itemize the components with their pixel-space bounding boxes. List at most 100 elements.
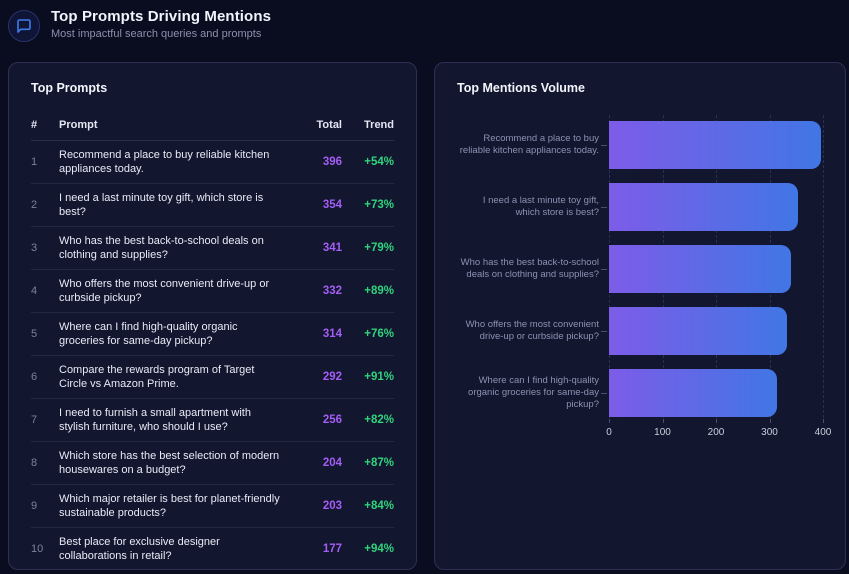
table-row[interactable]: 3 Who has the best back-to-school deals o…	[31, 227, 394, 270]
bar-value-4[interactable]	[609, 307, 787, 355]
chart-bar-row: I need a last minute toy gift, which sto…	[457, 183, 823, 231]
chart-x-axis: 0 100 200 300 400	[606, 419, 831, 443]
table-header-row: # Prompt Total Trend	[31, 119, 394, 141]
chart-bar-row: Who has the best back-to-school deals on…	[457, 245, 823, 293]
row-total: 396	[322, 156, 342, 168]
table-row[interactable]: 1 Recommend a place to buy reliable kitch…	[31, 141, 394, 184]
chart-bar-row: Where can I find high-quality organic gr…	[457, 369, 823, 417]
top-prompts-card-title: Top Prompts	[31, 81, 108, 95]
row-rank: 5	[31, 328, 38, 340]
axis-tick-label-200: 200	[707, 427, 725, 438]
table-row[interactable]: 10 Best place for exclusive designer coll…	[31, 528, 394, 569]
row-total: 341	[322, 242, 342, 254]
bar-category-label: Where can I find high-quality organic gr…	[468, 375, 599, 410]
chat-bubble-icon	[8, 10, 40, 42]
row-prompt: Who offers the most convenient drive-up …	[59, 278, 270, 304]
row-total: 204	[322, 457, 342, 469]
row-total: 292	[322, 371, 342, 383]
row-trend: +87%	[364, 457, 394, 469]
axis-tickmark-300	[769, 419, 771, 423]
bar-category-label: Who offers the most convenient drive-up …	[465, 319, 599, 342]
page-header: Top Prompts Driving Mentions Most impact…	[0, 0, 849, 62]
column-header-total: Total	[316, 119, 342, 131]
row-trend: +94%	[364, 543, 394, 555]
main-content: Top Prompts # Prompt Total Trend 1 Recomm…	[0, 62, 849, 574]
row-rank: 8	[31, 457, 38, 469]
bar-value-3[interactable]	[609, 245, 792, 293]
row-prompt: Where can I find high-quality organic gr…	[59, 321, 238, 347]
row-rank: 2	[31, 199, 38, 211]
page-subtitle: Most impactful search queries and prompt…	[51, 28, 262, 40]
row-trend: +91%	[364, 371, 394, 383]
row-prompt: Compare the rewards program of Target Ci…	[59, 364, 255, 390]
row-rank: 1	[31, 156, 38, 168]
row-rank: 3	[31, 242, 38, 254]
axis-tickmark-400	[823, 419, 824, 423]
row-rank: 9	[31, 500, 38, 512]
gridline-400	[823, 115, 824, 423]
row-prompt: I need to furnish a small apartment with…	[59, 407, 251, 433]
axis-tickmark-100	[662, 419, 664, 423]
mentions-bar-chart: Recommend a place to buy reliable kitche…	[457, 115, 831, 443]
row-prompt: I need a last minute toy gift, which sto…	[59, 192, 264, 218]
chart-bar-row: Who offers the most convenient drive-up …	[457, 307, 823, 355]
row-rank: 6	[31, 371, 38, 383]
row-trend: +73%	[364, 199, 394, 211]
table-row[interactable]: 2 I need a last minute toy gift, which st…	[31, 184, 394, 227]
row-prompt: Which major retailer is best for planet-…	[59, 493, 280, 519]
row-trend: +82%	[364, 414, 394, 426]
bar-category-label: Who has the best back-to-school deals on…	[460, 257, 599, 280]
row-rank: 4	[31, 285, 38, 297]
row-prompt: Best place for exclusive designer collab…	[59, 536, 220, 562]
bar-track	[609, 369, 823, 417]
row-prompt: Which store has the best selection of mo…	[59, 450, 280, 476]
page-title: Top Prompts Driving Mentions	[51, 8, 272, 25]
top-prompts-card: Top Prompts # Prompt Total Trend 1 Recomm…	[8, 62, 417, 570]
row-total: 177	[322, 543, 342, 555]
row-trend: +76%	[364, 328, 394, 340]
bar-value-5[interactable]	[609, 369, 777, 417]
category-tick	[601, 392, 607, 394]
table-row[interactable]: 7 I need to furnish a small apartment wit…	[31, 399, 394, 442]
row-total: 314	[322, 328, 342, 340]
row-total: 332	[322, 285, 342, 297]
row-prompt: Who has the best back-to-school deals on…	[59, 235, 264, 261]
row-prompt: Recommend a place to buy reliable kitche…	[59, 149, 270, 175]
table-row[interactable]: 4 Who offers the most convenient drive-up…	[31, 270, 394, 313]
top-mentions-card: Top Mentions Volume Recommend a place to…	[434, 62, 846, 570]
row-trend: +89%	[364, 285, 394, 297]
chart-bar-row: Recommend a place to buy reliable kitche…	[457, 121, 823, 169]
page-header-text: Top Prompts Driving Mentions Most impact…	[51, 8, 271, 40]
axis-tick-label-100: 100	[654, 427, 671, 438]
column-header-rank: #	[31, 119, 38, 131]
table-row[interactable]: 6 Compare the rewards program of Target C…	[31, 356, 394, 399]
row-total: 256	[322, 414, 342, 426]
category-tick	[601, 330, 607, 332]
category-tick	[601, 144, 607, 146]
bar-category-label: I need a last minute toy gift, which sto…	[482, 195, 599, 218]
bar-value-1[interactable]	[609, 121, 821, 169]
top-prompts-table: # Prompt Total Trend 1 Recommend a place …	[31, 119, 394, 569]
column-header-prompt: Prompt	[59, 119, 98, 131]
top-mentions-card-title: Top Mentions Volume	[457, 81, 586, 95]
column-header-trend: Trend	[364, 119, 394, 131]
row-total: 203	[322, 500, 342, 512]
row-total: 354	[322, 199, 342, 211]
bar-track	[609, 121, 823, 169]
bar-track	[609, 183, 823, 231]
table-row[interactable]: 5 Where can I find high-quality organic g…	[31, 313, 394, 356]
axis-tickmark-0	[609, 419, 610, 423]
bar-track	[609, 245, 823, 293]
axis-tick-label-400: 400	[814, 427, 832, 438]
bar-value-2[interactable]	[609, 183, 799, 231]
axis-tick-label-0: 0	[606, 427, 612, 438]
table-row[interactable]: 9 Which major retailer is best for planet…	[31, 485, 394, 528]
row-rank: 10	[31, 543, 44, 555]
bar-track	[609, 307, 823, 355]
table-row[interactable]: 8 Which store has the best selection of m…	[31, 442, 394, 485]
row-rank: 7	[31, 414, 38, 426]
row-trend: +54%	[364, 156, 394, 168]
table-body: 1 Recommend a place to buy reliable kitch…	[31, 141, 394, 569]
category-tick	[601, 268, 607, 270]
axis-tick-label-300: 300	[761, 427, 778, 438]
